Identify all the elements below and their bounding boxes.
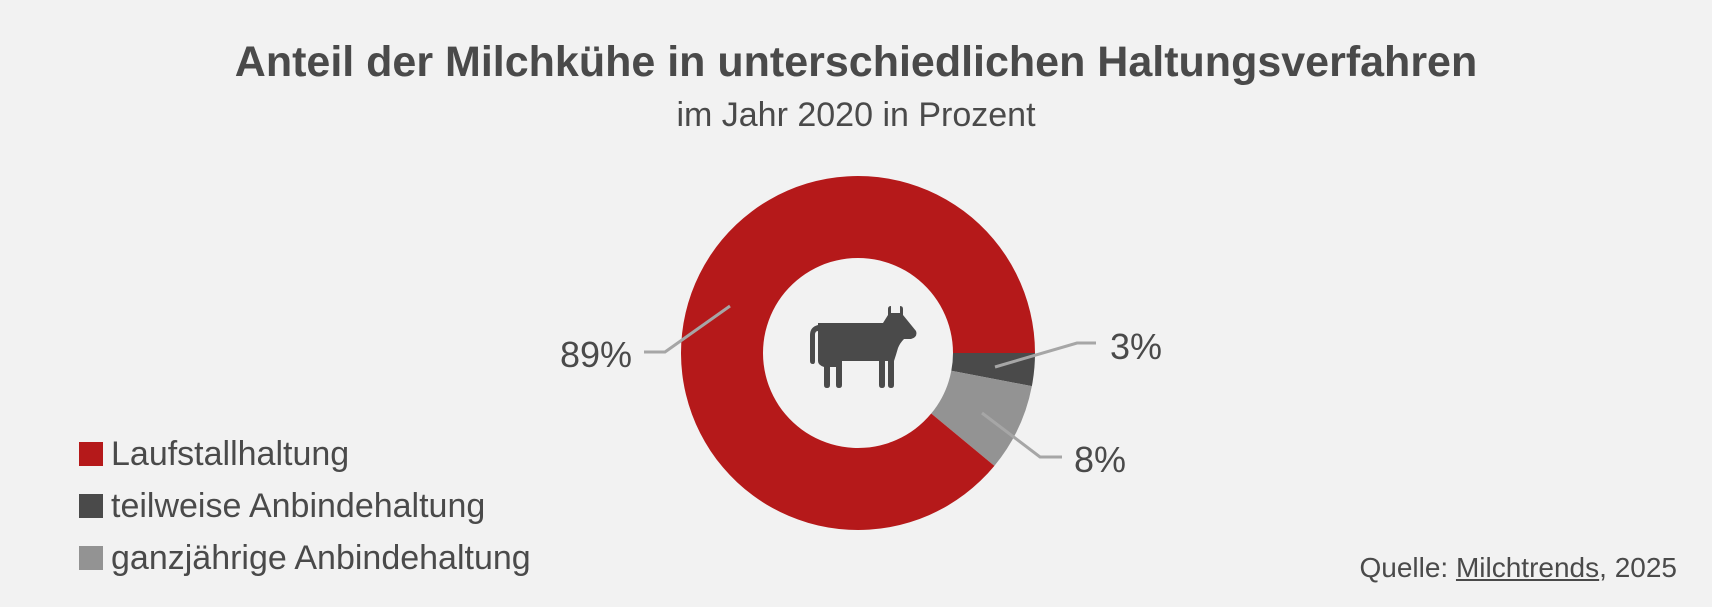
legend: Laufstallhaltung teilweise Anbindehaltun… — [79, 428, 531, 584]
leader-line-3 — [994, 341, 1096, 369]
source-note: Quelle: Milchtrends, 2025 — [1359, 552, 1677, 584]
data-label-89: 89% — [560, 334, 632, 375]
chart-title: Anteil der Milchkühe in unterschiedliche… — [234, 38, 1478, 86]
cow-icon — [810, 306, 917, 388]
data-label-3: 3% — [1110, 326, 1162, 367]
legend-label: Laufstallhaltung — [111, 434, 350, 473]
source-prefix: Quelle: — [1359, 552, 1456, 583]
legend-swatch — [79, 442, 103, 466]
leader-line-8 — [981, 411, 1062, 459]
slice-ganzj-hrige-anbindehaltung — [931, 370, 1032, 466]
leader-line-89 — [644, 304, 731, 354]
legend-label: teilweise Anbindehaltung — [111, 486, 486, 525]
legend-label: ganzjährige Anbindehaltung — [111, 538, 531, 577]
legend-item-teilweise-anbindehaltung: teilweise Anbindehaltung — [79, 480, 531, 532]
data-label-8: 8% — [1074, 439, 1126, 480]
slice-laufstallhaltung — [681, 176, 1035, 531]
legend-swatch — [79, 494, 103, 518]
chart-subtitle: im Jahr 2020 in Prozent — [676, 96, 1036, 134]
legend-item-ganzjaehrige-anbindehaltung: ganzjährige Anbindehaltung — [79, 532, 531, 584]
source-suffix: , 2025 — [1599, 552, 1677, 583]
source-link[interactable]: Milchtrends — [1455, 552, 1600, 583]
legend-swatch — [79, 546, 103, 570]
legend-item-laufstallhaltung: Laufstallhaltung — [79, 428, 531, 480]
